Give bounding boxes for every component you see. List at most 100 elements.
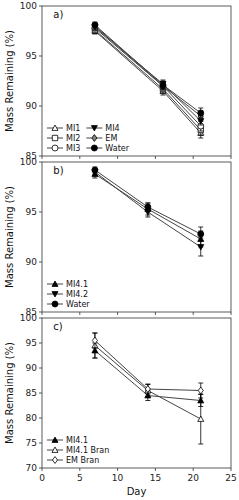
- legend-item: MI1: [47, 124, 80, 133]
- legend-item: Water: [47, 300, 90, 309]
- series-line: [95, 31, 201, 133]
- y-tick: [39, 443, 42, 444]
- error-bar-cap: [198, 121, 203, 122]
- panel-label: b): [53, 165, 63, 176]
- series-line: [95, 170, 201, 234]
- error-bar: [198, 383, 203, 398]
- panel: 859095100Mass Remaining (%)a)MI1MI2MI3MI…: [4, 1, 231, 161]
- data-point: [160, 82, 166, 87]
- series-line: [95, 26, 201, 116]
- data-point: [145, 386, 150, 393]
- error-bar: [92, 333, 97, 348]
- legend-marker: [91, 126, 97, 131]
- x-tick: [155, 312, 156, 315]
- y-tick: [39, 318, 42, 319]
- error-bar-cap: [145, 384, 150, 385]
- error-bar-cap: [160, 93, 165, 94]
- error-bar: [160, 80, 165, 88]
- error-bar: [92, 333, 97, 358]
- legend-marker: [52, 457, 57, 464]
- y-tick-label: 75: [26, 438, 37, 448]
- x-tick-label: 5: [77, 473, 83, 483]
- x-tick: [231, 312, 232, 315]
- data-area: [92, 333, 204, 444]
- legend-marker: [52, 301, 58, 307]
- x-tick: [42, 156, 43, 159]
- error-bar-cap: [160, 95, 165, 96]
- legend-marker: [52, 437, 58, 442]
- x-tick: [117, 468, 118, 471]
- error-bar-cap: [160, 89, 165, 90]
- error-bar: [160, 82, 165, 90]
- series: [92, 28, 204, 138]
- legend-item: MI4.1 Bran: [47, 446, 109, 455]
- series-line: [95, 351, 201, 401]
- data-point: [198, 245, 204, 250]
- error-bar-cap: [92, 348, 97, 349]
- error-bar-cap: [198, 135, 203, 136]
- error-bar-cap: [145, 217, 150, 218]
- x-tick-label: 25: [225, 473, 236, 483]
- legend-item: MI4.1: [47, 436, 88, 445]
- legend-label: MI4.1: [66, 436, 88, 445]
- y-tick-label: 100: [20, 157, 37, 167]
- legend-marker: [52, 125, 58, 130]
- panel-label: a): [53, 9, 63, 20]
- error-bar-cap: [145, 400, 150, 401]
- series: [92, 27, 203, 135]
- error-bar-cap: [198, 444, 203, 445]
- data-point: [145, 204, 151, 210]
- y-tick: [39, 262, 42, 263]
- series-line: [95, 27, 201, 121]
- legend-item: Water: [86, 144, 129, 153]
- legend-item: MI2: [47, 134, 80, 143]
- data-point: [92, 23, 97, 30]
- series-line: [95, 341, 201, 391]
- error-bar-cap: [198, 256, 203, 257]
- y-tick-label: 95: [26, 51, 37, 61]
- error-bar-cap: [92, 333, 97, 334]
- x-axis-label: Day: [127, 486, 147, 497]
- y-tick-label: 85: [26, 388, 37, 398]
- error-bar-cap: [92, 358, 97, 359]
- series: [92, 333, 204, 444]
- y-axis-label: Mass Remaining (%): [4, 186, 15, 288]
- error-bar-cap: [145, 203, 150, 204]
- error-bar: [160, 81, 165, 89]
- y-axis-label: Mass Remaining (%): [4, 30, 15, 132]
- figure: 859095100Mass Remaining (%)a)MI1MI2MI3MI…: [0, 0, 239, 500]
- legend-item: MI4.2: [47, 290, 88, 299]
- y-tick: [39, 393, 42, 394]
- series-line: [95, 346, 201, 420]
- series: [92, 167, 204, 241]
- series-line: [95, 25, 201, 113]
- x-tick-label: 15: [150, 473, 161, 483]
- series: [92, 169, 204, 256]
- legend-item: MI4: [86, 124, 119, 133]
- y-tick: [39, 6, 42, 7]
- series: [92, 24, 204, 125]
- series: [92, 23, 203, 121]
- data-area: [92, 167, 204, 256]
- legend-label: MI2: [66, 134, 80, 143]
- legend-label: MI4: [105, 124, 119, 133]
- y-tick-label: 95: [26, 207, 37, 217]
- x-tick: [193, 468, 194, 471]
- error-bar: [198, 227, 203, 241]
- plot-frame: [42, 6, 231, 156]
- legend-label: Water: [66, 300, 90, 309]
- legend-label: EM Bran: [66, 456, 99, 465]
- error-bar-cap: [198, 108, 203, 109]
- y-tick: [39, 162, 42, 163]
- y-tick-label: 80: [26, 413, 38, 423]
- plot-frame: [42, 162, 231, 312]
- error-bar-cap: [198, 118, 203, 119]
- x-tick: [117, 312, 118, 315]
- x-tick: [155, 468, 156, 471]
- error-bar: [198, 117, 203, 125]
- y-tick: [39, 468, 42, 469]
- legend-marker: [92, 135, 97, 142]
- series: [92, 333, 203, 398]
- data-area: [92, 22, 204, 138]
- legend: MI4.1MI4.1 BranEM Bran: [47, 436, 109, 465]
